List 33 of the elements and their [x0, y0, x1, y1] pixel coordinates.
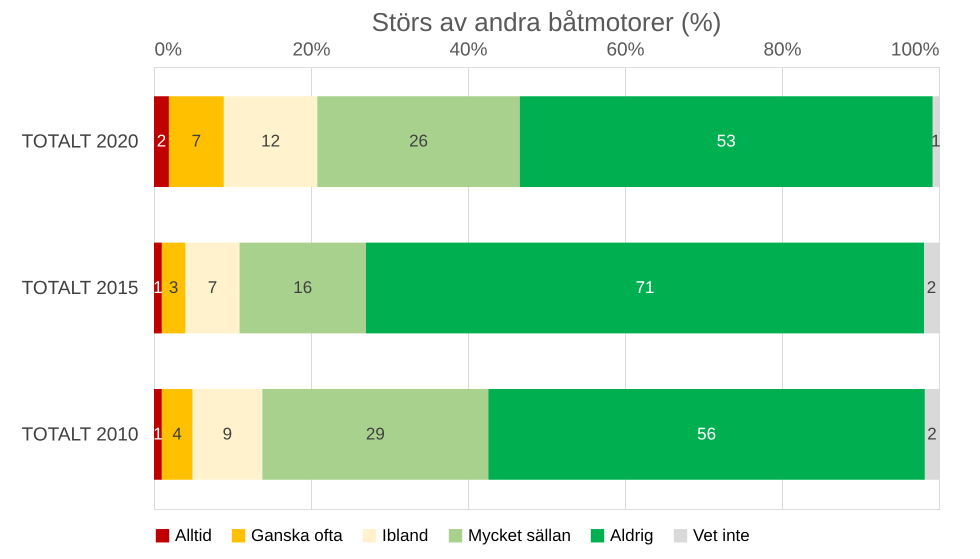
y-tick-label: TOTALT 2015 [22, 278, 138, 299]
data-label: 4 [172, 424, 182, 444]
x-tick-label: 0% [154, 40, 182, 60]
x-tick-label: 40% [449, 40, 488, 60]
legend-label: Ganska ofta [251, 526, 344, 545]
x-tick-label: 100% [890, 40, 940, 60]
legend-label: Aldrig [610, 526, 654, 545]
chart-title: Störs av andra båtmotorer (%) [372, 7, 722, 37]
data-label: 7 [192, 132, 202, 151]
data-label: 2 [156, 132, 166, 151]
data-label: 2 [926, 278, 936, 297]
data-label: 2 [927, 424, 937, 444]
legend-label: Mycket sällan [468, 526, 571, 545]
x-tick-label: 20% [292, 40, 331, 60]
y-tick-label: TOTALT 2010 [22, 424, 138, 446]
data-label: 1 [153, 278, 163, 297]
legend-label: Ibland [382, 526, 428, 545]
legend-label: Vet inte [693, 526, 750, 545]
data-label: 12 [261, 132, 280, 151]
x-tick-label: 60% [606, 40, 645, 60]
data-label: 53 [716, 132, 736, 151]
y-tick-label: TOTALT 2020 [22, 132, 138, 153]
data-label: 29 [366, 424, 385, 444]
legend-label: Alltid [175, 526, 212, 545]
data-label: 56 [697, 424, 716, 444]
x-tick-label: 80% [763, 40, 802, 60]
data-label: 26 [409, 132, 428, 151]
data-label: 7 [208, 278, 218, 297]
data-label: 71 [636, 278, 654, 297]
data-label: 1 [153, 424, 163, 444]
data-label: 9 [222, 424, 232, 444]
data-label: 3 [168, 278, 178, 297]
data-label: 16 [293, 278, 312, 297]
